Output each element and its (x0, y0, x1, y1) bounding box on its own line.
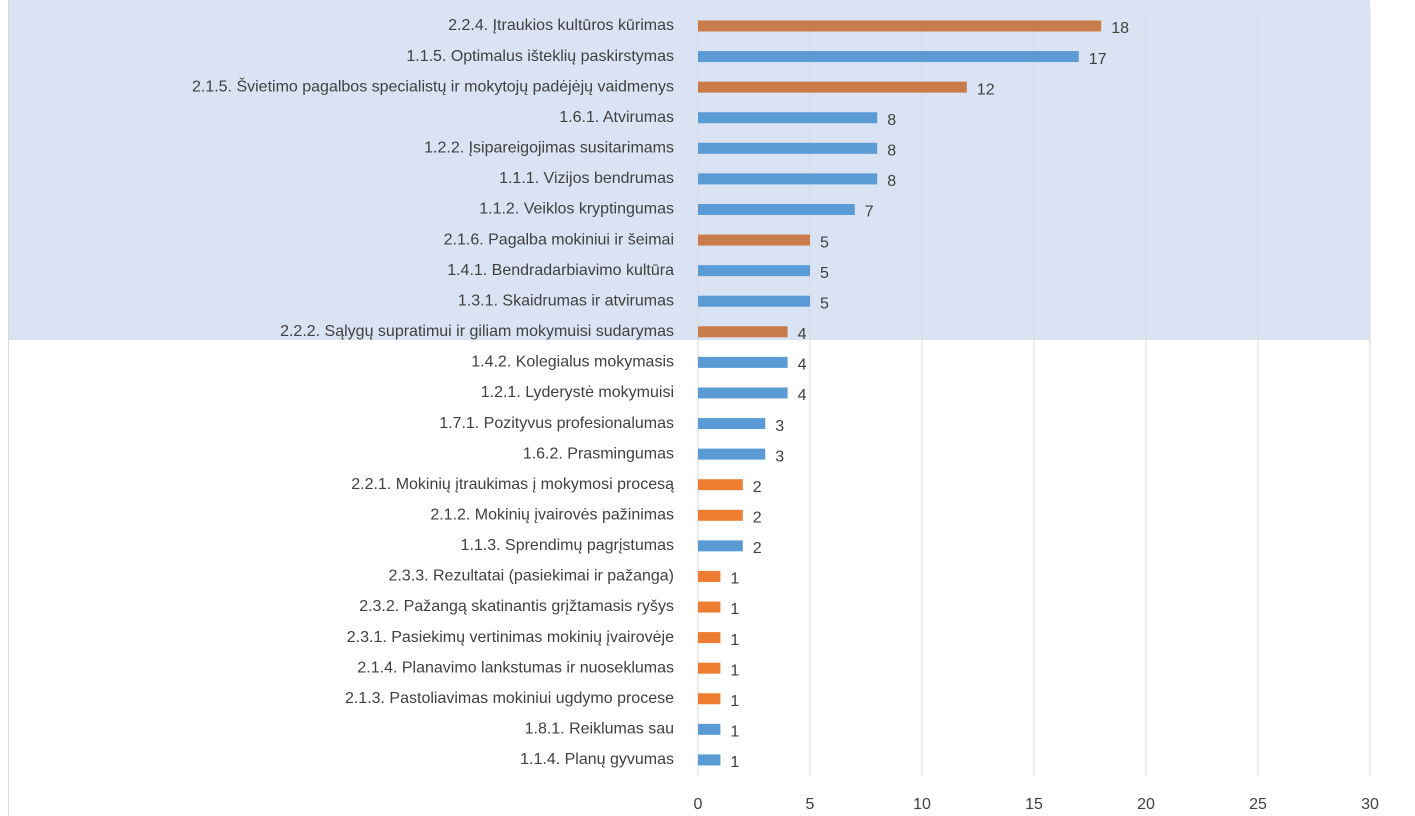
y-tick-label: 1.4.1. Bendradarbiavimo kultūra (447, 262, 674, 279)
value-label: 2 (753, 540, 762, 557)
x-tick-label: 15 (1025, 796, 1043, 813)
x-tick-label: 25 (1249, 796, 1267, 813)
y-tick-label: 1.1.3. Sprendimų pagrįstumas (461, 537, 674, 554)
value-label: 4 (798, 357, 807, 374)
value-label: 17 (1089, 51, 1107, 68)
bar (698, 203, 855, 215)
y-tick-label: 1.7.1. Pozityvus profesionalumas (439, 415, 674, 432)
value-label: 1 (730, 632, 739, 649)
value-label: 8 (887, 112, 896, 129)
y-tick-label: 1.8.1. Reiklumas sau (525, 721, 674, 738)
value-label: 5 (820, 234, 829, 251)
bar (698, 418, 766, 430)
bar (698, 142, 878, 154)
y-tick-label: 2.1.2. Mokinių įvairovės pažinimas (430, 506, 674, 523)
bar (698, 662, 721, 674)
value-label: 4 (798, 326, 807, 343)
y-tick-label: 1.4.2. Kolegialus mokymasis (471, 354, 674, 371)
value-label: 2 (753, 509, 762, 526)
bar (698, 632, 721, 644)
bar (698, 509, 743, 521)
x-tick-label: 0 (694, 796, 703, 813)
value-label: 1 (730, 601, 739, 618)
value-label: 1 (730, 571, 739, 588)
y-tick-label: 1.2.2. Įsipareigojimas susitarimams (424, 140, 674, 157)
y-tick-label: 2.2.1. Mokinių įtraukimas į mokymosi pro… (351, 476, 674, 493)
bar (698, 693, 721, 705)
bar (698, 326, 788, 338)
y-tick-label: 2.1.3. Pastoliavimas mokiniui ugdymo pro… (345, 690, 674, 707)
bar (698, 754, 721, 766)
y-tick-label: 1.3.1. Skaidrumas ir atvirumas (458, 292, 674, 309)
value-label: 1 (730, 662, 739, 679)
y-tick-label: 2.1.5. Švietimo pagalbos specialistų ir … (192, 76, 674, 95)
bar (698, 81, 967, 93)
y-tick-label: 1.2.1. Lyderystė mokymuisi (481, 384, 674, 401)
y-tick-label: 1.6.1. Atvirumas (559, 109, 674, 126)
value-label: 3 (775, 448, 784, 465)
value-label: 1 (730, 724, 739, 741)
value-label: 18 (1111, 20, 1129, 37)
x-tick-label: 5 (806, 796, 815, 813)
x-tick-label: 20 (1137, 796, 1155, 813)
y-tick-label: 2.3.2. Pažangą skatinantis grįžtamasis r… (359, 598, 674, 615)
value-label: 8 (887, 143, 896, 160)
y-tick-label: 1.1.1. Vizijos bendrumas (499, 170, 674, 187)
value-label: 4 (798, 387, 807, 404)
bar (698, 479, 743, 491)
bar (698, 20, 1102, 32)
bar (698, 387, 788, 399)
bar (698, 570, 721, 582)
value-label: 12 (977, 81, 995, 98)
y-tick-label: 2.2.4. Įtraukios kultūros kūrimas (448, 17, 674, 34)
y-tick-label: 2.3.3. Rezultatai (pasiekimai ir pažanga… (389, 568, 674, 585)
y-tick-label: 2.2.2. Sąlygų supratimui ir giliam mokym… (280, 323, 674, 340)
y-tick-label: 2.1.6. Pagalba mokiniui ir šeimai (444, 231, 674, 248)
bar (698, 448, 766, 460)
bar (698, 356, 788, 368)
x-tick-label: 10 (913, 796, 931, 813)
bar (698, 265, 810, 277)
y-tick-label: 1.1.2. Veiklos kryptingumas (479, 201, 674, 218)
bar (698, 173, 878, 185)
value-label: 8 (887, 173, 896, 190)
y-tick-label: 1.6.2. Prasmingumas (523, 445, 674, 462)
y-tick-label: 1.1.5. Optimalus išteklių paskirstymas (406, 48, 674, 65)
y-tick-label: 2.1.4. Planavimo lankstumas ir nuoseklum… (357, 659, 674, 676)
value-label: 1 (730, 693, 739, 710)
value-label: 5 (820, 265, 829, 282)
bar (698, 723, 721, 735)
bar (698, 601, 721, 613)
bar (698, 540, 743, 552)
x-tick-label: 30 (1361, 796, 1379, 813)
bar (698, 112, 878, 124)
y-tick-label: 1.1.4. Planų gyvumas (520, 751, 674, 768)
highlight (8, 0, 1370, 340)
value-label: 7 (865, 204, 874, 221)
bar (698, 295, 810, 307)
value-label: 2 (753, 479, 762, 496)
value-label: 3 (775, 418, 784, 435)
value-label: 1 (730, 754, 739, 771)
bar (698, 234, 810, 246)
value-label: 5 (820, 295, 829, 312)
bar (698, 51, 1079, 63)
y-tick-label: 2.3.1. Pasiekimų vertinimas mokinių įvai… (347, 629, 674, 646)
